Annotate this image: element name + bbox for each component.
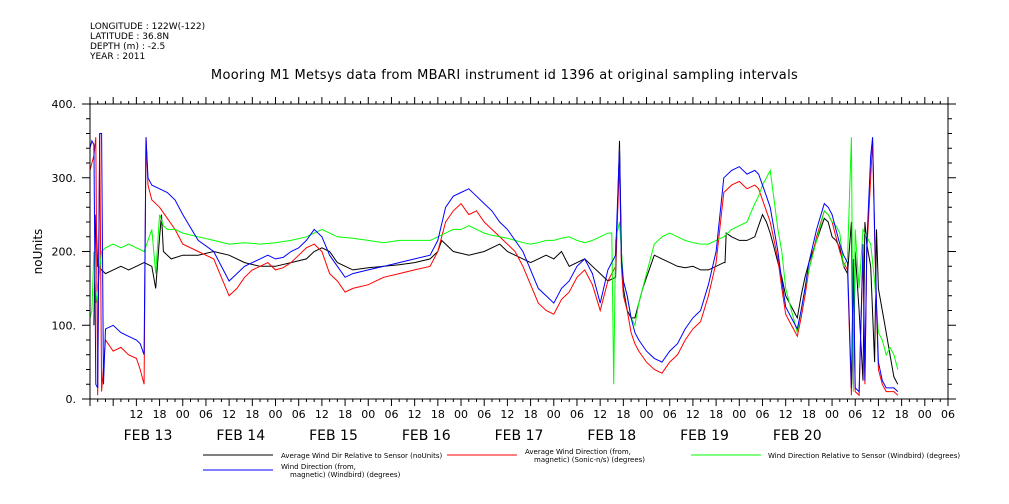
longitude-line: LONGITUDE : 122W(-122) <box>90 22 206 32</box>
x-tick-label: 18 <box>338 408 352 421</box>
legend-label-1: Average Wind Dir Relative to Sensor (noU… <box>281 452 442 460</box>
x-tick-label: 00 <box>454 408 468 421</box>
x-tick-label: 18 <box>153 408 167 421</box>
x-date-label: FEB 15 <box>309 428 358 444</box>
x-tick-label: 12 <box>315 408 329 421</box>
x-date-label: FEB 20 <box>773 428 822 444</box>
x-tick-label: 06 <box>292 408 306 421</box>
x-tick-label: 12 <box>686 408 700 421</box>
x-tick-label: 18 <box>616 408 630 421</box>
x-tick-label: 12 <box>871 408 885 421</box>
x-tick-label: 00 <box>918 408 932 421</box>
legend-label-2: Average Wind Direction (from, magnetic) (… <box>525 448 645 464</box>
x-date-label: FEB 19 <box>680 428 729 444</box>
station-metadata: LONGITUDE : 122W(-122) LATITUDE : 36.8N … <box>90 22 205 62</box>
legend: Average Wind Dir Relative to Sensor (noU… <box>203 448 960 479</box>
x-tick-label: 00 <box>547 408 561 421</box>
axes-group: 0. 100. 200. 300. 400. 12 18 00 06 12 18 00 06 12 18 00… <box>52 97 956 444</box>
x-tick-label: 18 <box>524 408 538 421</box>
x-tick-label: 18 <box>431 408 445 421</box>
series-line-1 <box>93 140 899 385</box>
x-tick-label: 12 <box>408 408 422 421</box>
series-line-2 <box>90 133 899 397</box>
x-date-label: FEB 14 <box>216 428 265 444</box>
latitude-line: LATITUDE : 36.8N <box>90 32 170 42</box>
x-tick-label: 06 <box>570 408 584 421</box>
x-tick-label: 18 <box>709 408 723 421</box>
y-axis-label: noUnits <box>31 229 45 275</box>
x-tick-label: 18 <box>802 408 816 421</box>
y-tick-label: 100. <box>52 319 77 332</box>
x-tick-label: 12 <box>593 408 607 421</box>
x-tick-label: 00 <box>732 408 746 421</box>
y-tick-label: 200. <box>52 246 77 259</box>
x-date-label: FEB 13 <box>124 428 173 444</box>
x-tick-label: 00 <box>176 408 190 421</box>
x-tick-label: 06 <box>755 408 769 421</box>
x-tick-label: 18 <box>245 408 259 421</box>
x-tick-label: 18 <box>895 408 909 421</box>
year-line: YEAR : 2011 <box>90 52 146 62</box>
x-tick-label: 06 <box>663 408 677 421</box>
series-line-4 <box>90 133 899 393</box>
x-tick-label: 06 <box>941 408 955 421</box>
plot-frame <box>89 103 949 400</box>
depth-line: DEPTH (m) : -2.5 <box>90 42 166 52</box>
x-tick-label: 12 <box>222 408 236 421</box>
x-tick-label: 12 <box>500 408 514 421</box>
x-tick-label: 00 <box>361 408 375 421</box>
x-tick-label: 12 <box>779 408 793 421</box>
chart-title: Mooring M1 Metsys data from MBARI instru… <box>210 68 799 83</box>
x-date-label: FEB 17 <box>495 428 544 444</box>
plot-series-group <box>90 133 899 397</box>
y-tick-label: 300. <box>52 172 77 185</box>
x-tick-label: 12 <box>129 408 143 421</box>
y-tick-label: 0. <box>66 393 77 406</box>
x-tick-label: 06 <box>848 408 862 421</box>
x-tick-label: 06 <box>384 408 398 421</box>
legend-label-3: Wind Direction Relative to Sensor (Windb… <box>768 452 960 460</box>
series-line-3 <box>90 137 899 392</box>
legend-label-4: Wind Direction (from, magnetic) (Windbird… <box>281 463 401 479</box>
x-tick-label: 06 <box>199 408 213 421</box>
x-date-label: FEB 18 <box>587 428 636 444</box>
x-tick-label: 06 <box>477 408 491 421</box>
x-tick-label: 00 <box>825 408 839 421</box>
x-tick-label: 00 <box>269 408 283 421</box>
y-tick-label: 400. <box>52 98 77 111</box>
x-tick-label: 00 <box>640 408 654 421</box>
x-date-label: FEB 16 <box>402 428 451 444</box>
